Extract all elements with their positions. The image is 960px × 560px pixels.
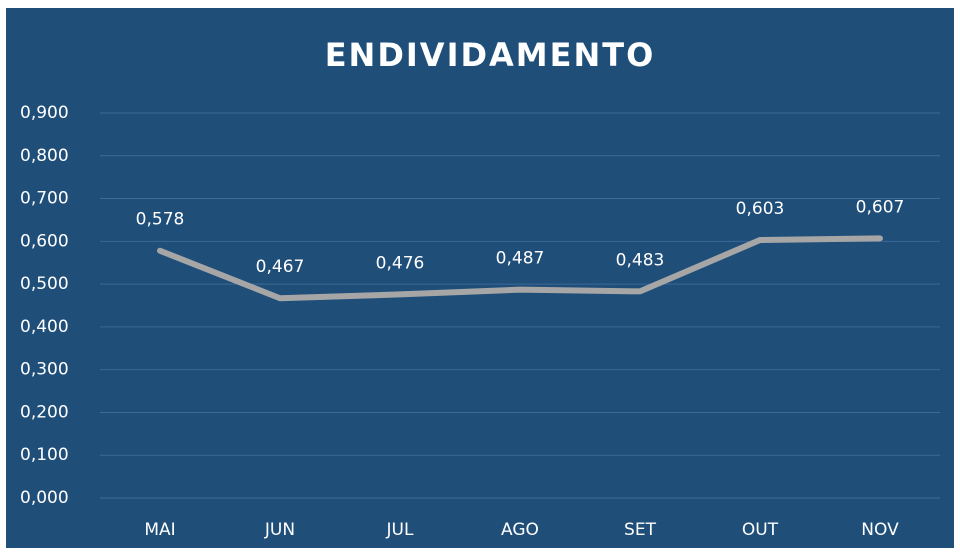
chart-title: ENDIVIDAMENTO: [325, 36, 656, 74]
x-tick-label: JUN: [264, 520, 295, 540]
y-tick-label: 0,800: [20, 146, 69, 166]
data-label: 0,483: [616, 250, 665, 270]
y-tick-label: 0,100: [20, 445, 69, 465]
data-label: 0,476: [376, 253, 425, 273]
x-tick-label: OUT: [742, 520, 779, 540]
data-label: 0,467: [256, 257, 305, 277]
data-label: 0,578: [136, 210, 185, 230]
y-tick-label: 0,000: [20, 488, 69, 508]
x-tick-label: NOV: [861, 520, 899, 540]
chart-background: [6, 8, 954, 548]
x-tick-label: SET: [624, 520, 657, 540]
line: [157, 235, 883, 302]
y-tick-label: 0,400: [20, 317, 69, 337]
x-tick-label: JUL: [386, 520, 414, 540]
y-tick-label: 0,700: [20, 189, 69, 209]
y-tick-label: 0,200: [20, 402, 69, 422]
x-tick-label: AGO: [501, 520, 539, 540]
data-label: 0,487: [496, 249, 545, 269]
y-tick-label: 0,300: [20, 360, 69, 380]
data-label: 0,607: [856, 197, 905, 217]
y-tick-label: 0,500: [20, 274, 69, 294]
x-tick-label: MAI: [144, 520, 175, 540]
y-tick-label: 0,900: [20, 103, 69, 123]
y-tick-label: 0,600: [20, 231, 69, 251]
data-label: 0,603: [736, 199, 785, 219]
